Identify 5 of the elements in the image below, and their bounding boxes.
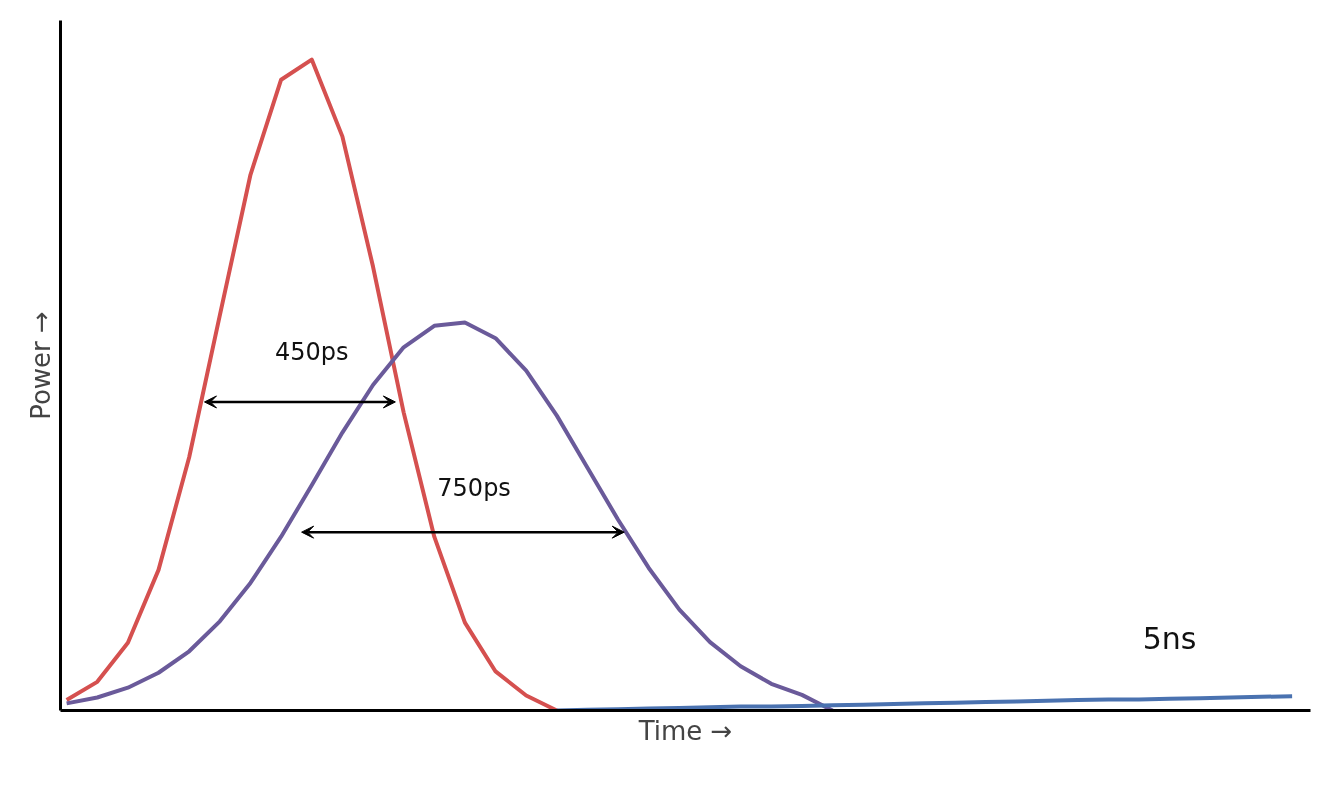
y-axis-title: Power →	[25, 311, 56, 420]
annotation: 450ps	[274, 337, 349, 366]
x-axis-title: Time →	[637, 715, 733, 746]
annotation: 5ns	[1142, 621, 1197, 657]
annotation: 750ps	[437, 474, 511, 503]
